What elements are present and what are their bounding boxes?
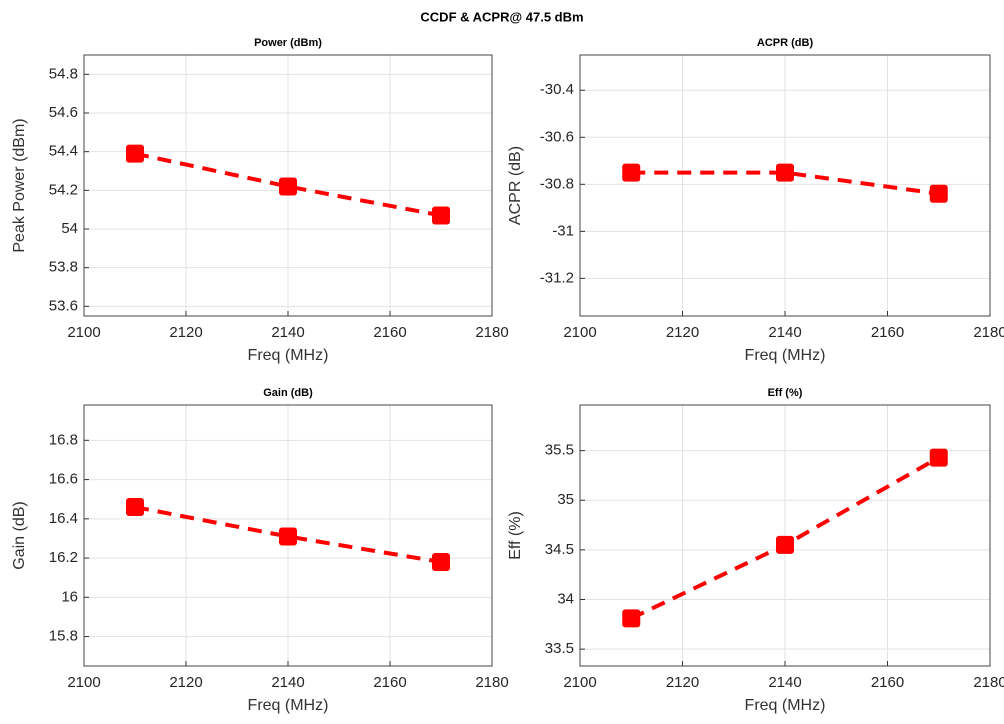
x-tick-label: 2160 bbox=[871, 324, 904, 341]
marker bbox=[776, 163, 794, 182]
y-tick-label: -30.6 bbox=[540, 128, 574, 145]
y-tick-label: 15.8 bbox=[49, 628, 78, 645]
marker bbox=[776, 535, 794, 554]
y-tick-label: 16 bbox=[61, 588, 78, 605]
x-tick-label: 2100 bbox=[67, 324, 100, 341]
marker bbox=[432, 552, 450, 571]
y-tick-label: 35 bbox=[557, 491, 574, 508]
x-tick-label: 2180 bbox=[973, 674, 1004, 691]
axes-box bbox=[579, 404, 991, 667]
x-tick-label: 2100 bbox=[563, 324, 596, 341]
marker bbox=[622, 163, 641, 182]
x-tick-label: 2160 bbox=[373, 674, 406, 691]
x-tick-label: 2160 bbox=[373, 324, 406, 341]
x-tick-label: 2180 bbox=[973, 324, 1004, 341]
marker bbox=[279, 177, 297, 196]
y-tick-label: 54.4 bbox=[49, 143, 78, 160]
y-tick-label: 16.8 bbox=[49, 431, 78, 448]
x-tick-label: 2120 bbox=[169, 324, 202, 341]
axes-box bbox=[83, 404, 493, 667]
y-tick-label: 16.4 bbox=[49, 510, 78, 527]
y-tick-label: 54.6 bbox=[49, 104, 78, 121]
marker bbox=[279, 527, 297, 546]
x-tick-label: 2120 bbox=[169, 674, 202, 691]
marker bbox=[126, 498, 144, 517]
marker bbox=[622, 609, 641, 628]
y-tick-label: 33.5 bbox=[545, 640, 574, 657]
y-tick-label: 53.6 bbox=[49, 297, 78, 314]
y-tick-label: -31.2 bbox=[540, 269, 574, 286]
x-tick-label: 2140 bbox=[271, 674, 304, 691]
subplot-title: ACPR (dB) bbox=[757, 37, 814, 49]
y-axis-label: Gain (dB) bbox=[11, 501, 28, 569]
x-axis-label: Freq (MHz) bbox=[745, 347, 826, 364]
subplot-title: Power (dBm) bbox=[254, 37, 322, 49]
subplot-title: Eff (%) bbox=[768, 387, 803, 399]
y-tick-label: -31 bbox=[552, 222, 574, 239]
x-tick-label: 2120 bbox=[666, 674, 699, 691]
x-tick-label: 2180 bbox=[475, 674, 508, 691]
marker bbox=[929, 448, 948, 467]
data-line bbox=[134, 151, 442, 218]
y-tick-label: 54.8 bbox=[49, 65, 78, 82]
figure-title: CCDF & ACPR@ 47.5 dBm bbox=[420, 9, 583, 24]
y-tick-label: 34.5 bbox=[545, 541, 574, 558]
y-axis-label: ACPR (dB) bbox=[507, 146, 524, 225]
y-tick-label: 16.6 bbox=[49, 471, 78, 488]
y-tick-label: 53.8 bbox=[49, 259, 78, 276]
y-tick-label: 35.5 bbox=[545, 442, 574, 459]
x-tick-label: 2180 bbox=[475, 324, 508, 341]
axes-box bbox=[83, 54, 493, 317]
y-tick-label: 16.2 bbox=[49, 549, 78, 566]
data-line bbox=[134, 505, 442, 564]
y-tick-label: -30.8 bbox=[540, 175, 574, 192]
marker bbox=[432, 206, 450, 225]
x-axis-label: Freq (MHz) bbox=[248, 697, 329, 714]
x-axis-label: Freq (MHz) bbox=[248, 347, 329, 364]
x-tick-label: 2160 bbox=[871, 674, 904, 691]
y-tick-label: 54.2 bbox=[49, 181, 78, 198]
y-tick-label: 34 bbox=[557, 590, 574, 607]
x-tick-label: 2140 bbox=[768, 324, 801, 341]
y-axis-label: Eff (%) bbox=[507, 511, 524, 560]
x-tick-label: 2100 bbox=[67, 674, 100, 691]
y-tick-label: 54 bbox=[61, 220, 78, 237]
x-axis-label: Freq (MHz) bbox=[745, 697, 826, 714]
x-tick-label: 2120 bbox=[666, 324, 699, 341]
y-axis-label: Peak Power (dBm) bbox=[11, 118, 28, 252]
x-tick-label: 2140 bbox=[768, 674, 801, 691]
x-tick-label: 2140 bbox=[271, 324, 304, 341]
x-tick-label: 2100 bbox=[563, 674, 596, 691]
marker bbox=[929, 184, 948, 203]
y-tick-label: -30.4 bbox=[540, 81, 574, 98]
subplot-title: Gain (dB) bbox=[263, 387, 313, 399]
axes-box bbox=[579, 54, 991, 317]
data-line bbox=[631, 170, 940, 196]
marker bbox=[126, 144, 144, 163]
